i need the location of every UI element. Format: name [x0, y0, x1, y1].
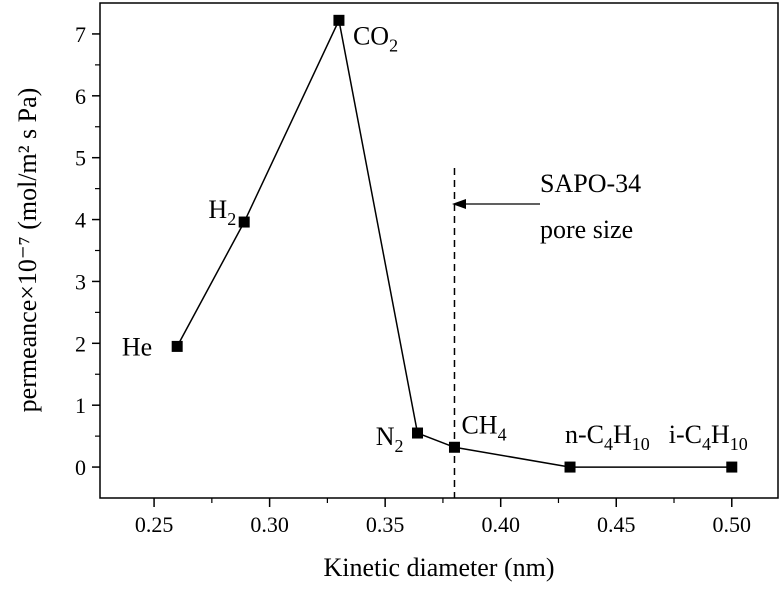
data-point [564, 461, 576, 473]
annotation: SAPO-34 [540, 169, 641, 198]
x-tick-label: 0.25 [135, 512, 174, 537]
x-tick-label: 0.50 [713, 512, 752, 537]
x-tick-label: 0.40 [481, 512, 520, 537]
x-axis-label: Kinetic diameter (nm) [323, 553, 554, 582]
data-point [448, 441, 460, 453]
y-tick-label: 6 [75, 84, 86, 109]
annotation: pore size [540, 215, 633, 244]
y-tick-label: 5 [75, 146, 86, 171]
data-point [726, 461, 738, 473]
y-tick-label: 0 [75, 455, 86, 480]
point-label: N2 [376, 422, 404, 456]
point-label: n-C4H10 [565, 420, 650, 454]
y-axis-label: permeance×10⁻⁷ (mol/m² s Pa) [13, 88, 42, 413]
y-tick-label: 2 [75, 331, 86, 356]
y-tick-label: 3 [75, 269, 86, 294]
point-label: CO2 [353, 21, 398, 55]
point-label: i-C4H10 [669, 420, 748, 454]
x-tick-label: 0.45 [597, 512, 636, 537]
point-label: CH4 [461, 410, 506, 444]
y-tick-label: 1 [75, 393, 86, 418]
point-label: H2 [208, 195, 236, 229]
x-tick-label: 0.30 [250, 512, 289, 537]
data-point [412, 427, 424, 439]
y-tick-label: 4 [75, 208, 86, 233]
data-point [171, 340, 183, 352]
x-tick-label: 0.35 [366, 512, 405, 537]
point-label: He [122, 332, 152, 361]
y-tick-label: 7 [75, 22, 86, 47]
data-point [238, 216, 250, 228]
arrow-head [452, 199, 466, 209]
data-point [333, 14, 345, 26]
